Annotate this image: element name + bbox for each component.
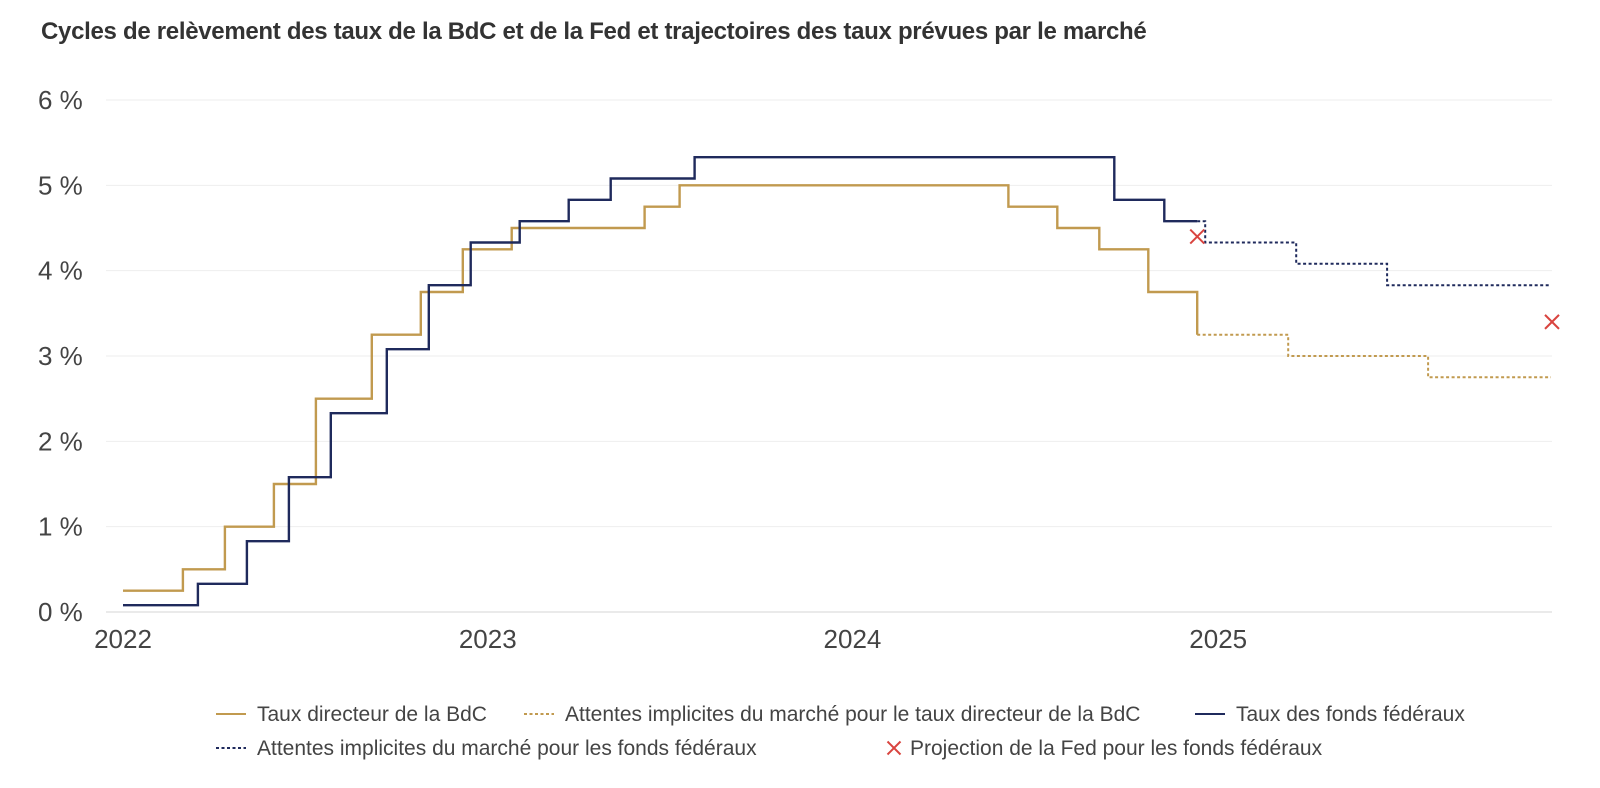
x-tick-label: 2024	[824, 624, 882, 654]
gridlines	[106, 99, 1552, 613]
fed-projection-marker	[1544, 314, 1560, 330]
legend-swatch	[886, 740, 902, 756]
legend-label: Taux directeur de la BdC	[257, 703, 487, 726]
y-tick-label: 6 %	[38, 85, 83, 115]
plot-area	[123, 156, 1560, 607]
legend-label: Attentes implicites du marché pour les f…	[257, 737, 757, 760]
legend-item: Projection de la Fed pour les fonds fédé…	[886, 737, 1323, 760]
y-tick-label: 4 %	[38, 256, 83, 286]
legend-item: Taux des fonds fédéraux	[1195, 703, 1465, 726]
y-tick-label: 2 %	[38, 426, 83, 456]
y-axis: 0 % 1 % 2 % 3 % 4 % 5 % 6 %	[38, 85, 83, 627]
series-line-3	[1197, 220, 1551, 287]
x-tick-label: 2023	[459, 624, 517, 654]
y-tick-label: 1 %	[38, 512, 83, 542]
legend-item: Taux directeur de la BdC	[216, 703, 487, 726]
legend: Taux directeur de la BdC Attentes implici…	[216, 703, 1465, 760]
legend-label: Attentes implicites du marché pour le ta…	[565, 703, 1140, 726]
y-tick-label: 5 %	[38, 170, 83, 200]
y-tick-label: 3 %	[38, 341, 83, 371]
legend-item: Attentes implicites du marché pour les f…	[216, 737, 757, 760]
x-tick-label: 2025	[1189, 624, 1247, 654]
x-axis: 2022 2023 2024 2025	[94, 624, 1247, 654]
legend-label: Projection de la Fed pour les fonds fédé…	[910, 737, 1323, 760]
y-tick-label: 0 %	[38, 597, 83, 627]
series-line-2	[123, 156, 1198, 607]
x-tick-label: 2022	[94, 624, 152, 654]
series-line-1	[1197, 333, 1551, 379]
legend-item: Attentes implicites du marché pour le ta…	[524, 703, 1140, 726]
legend-label: Taux des fonds fédéraux	[1236, 703, 1465, 726]
chart-title: Cycles de relèvement des taux de la BdC …	[41, 18, 1147, 45]
fed-projection-marker	[1189, 228, 1205, 245]
series-line-0	[123, 184, 1199, 592]
